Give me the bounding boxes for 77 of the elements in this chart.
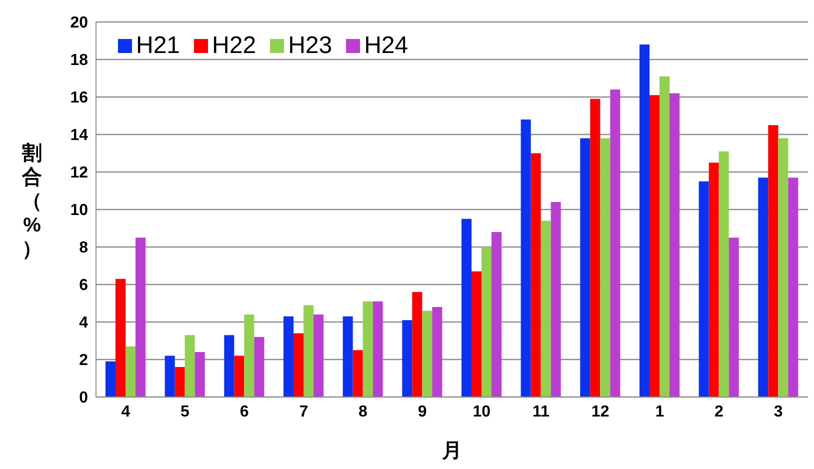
bar (530, 153, 541, 397)
bar (728, 238, 739, 397)
bar (718, 151, 729, 397)
bar (135, 238, 146, 397)
bar (234, 356, 244, 397)
x-tick-label: 8 (358, 403, 368, 420)
bar (313, 314, 324, 397)
y-tick-label: 14 (70, 127, 88, 144)
y-tick-label: 18 (70, 52, 88, 70)
x-tick-label: 4 (121, 403, 130, 420)
bar (610, 90, 620, 397)
bar (590, 98, 600, 397)
y-axis-title: 割合（%） (21, 142, 42, 260)
bar (184, 335, 195, 397)
bar (362, 301, 373, 397)
bar (352, 350, 363, 397)
bar (659, 76, 670, 397)
x-tick-label: 3 (774, 403, 783, 420)
bar (224, 335, 234, 397)
x-tick-label: 6 (240, 403, 249, 420)
y-tick-label: 0 (79, 390, 88, 407)
x-axis-title: 月 (441, 440, 462, 462)
y-tick-label: 12 (70, 164, 88, 182)
bar (432, 307, 442, 397)
bar (422, 310, 432, 397)
y-tick-label: 8 (79, 240, 88, 257)
legend-label: H21 (136, 32, 180, 60)
bar (520, 120, 531, 397)
x-tick-label: 5 (180, 403, 190, 420)
x-tick-label: 7 (299, 403, 308, 420)
bar (174, 367, 185, 397)
bar (768, 125, 778, 397)
bar (194, 352, 205, 397)
y-tick-label: 2 (79, 352, 88, 370)
bar (580, 138, 590, 397)
y-tick-label: 10 (70, 202, 88, 220)
bar (758, 178, 768, 397)
bar (342, 316, 353, 397)
bar (698, 181, 709, 397)
y-tick-label: 20 (70, 14, 88, 32)
legend-label: H24 (364, 32, 408, 60)
bar (293, 333, 304, 397)
y-tick-label: 4 (79, 314, 88, 332)
bar (540, 220, 551, 397)
bar (491, 232, 502, 397)
bar (649, 95, 660, 397)
bar (550, 202, 561, 397)
bar (481, 247, 492, 397)
legend-label: H23 (288, 32, 332, 60)
bar (125, 346, 136, 397)
bar (402, 320, 412, 397)
bar (669, 93, 680, 397)
bar (115, 278, 126, 397)
bar (471, 271, 482, 397)
x-tick-label: 2 (714, 403, 724, 420)
bar (372, 301, 383, 397)
bar (788, 178, 798, 397)
bar (708, 162, 719, 397)
bar (412, 292, 422, 397)
bar (639, 44, 650, 397)
x-tick-label: 10 (472, 403, 491, 420)
x-tick-label: 9 (418, 403, 427, 420)
bar (283, 316, 294, 397)
y-tick-label: 6 (79, 277, 88, 294)
legend-label: H22 (212, 32, 256, 60)
bar (254, 337, 264, 397)
bar (105, 361, 116, 397)
x-tick-label: 12 (591, 403, 610, 420)
y-tick-label: 16 (70, 90, 88, 107)
bar (303, 305, 314, 397)
x-tick-label: 1 (655, 403, 664, 420)
bar (600, 138, 610, 397)
bar (164, 356, 175, 397)
bar (778, 138, 788, 397)
x-tick-label: 11 (532, 403, 550, 420)
bar (244, 314, 254, 397)
bar (461, 218, 472, 397)
